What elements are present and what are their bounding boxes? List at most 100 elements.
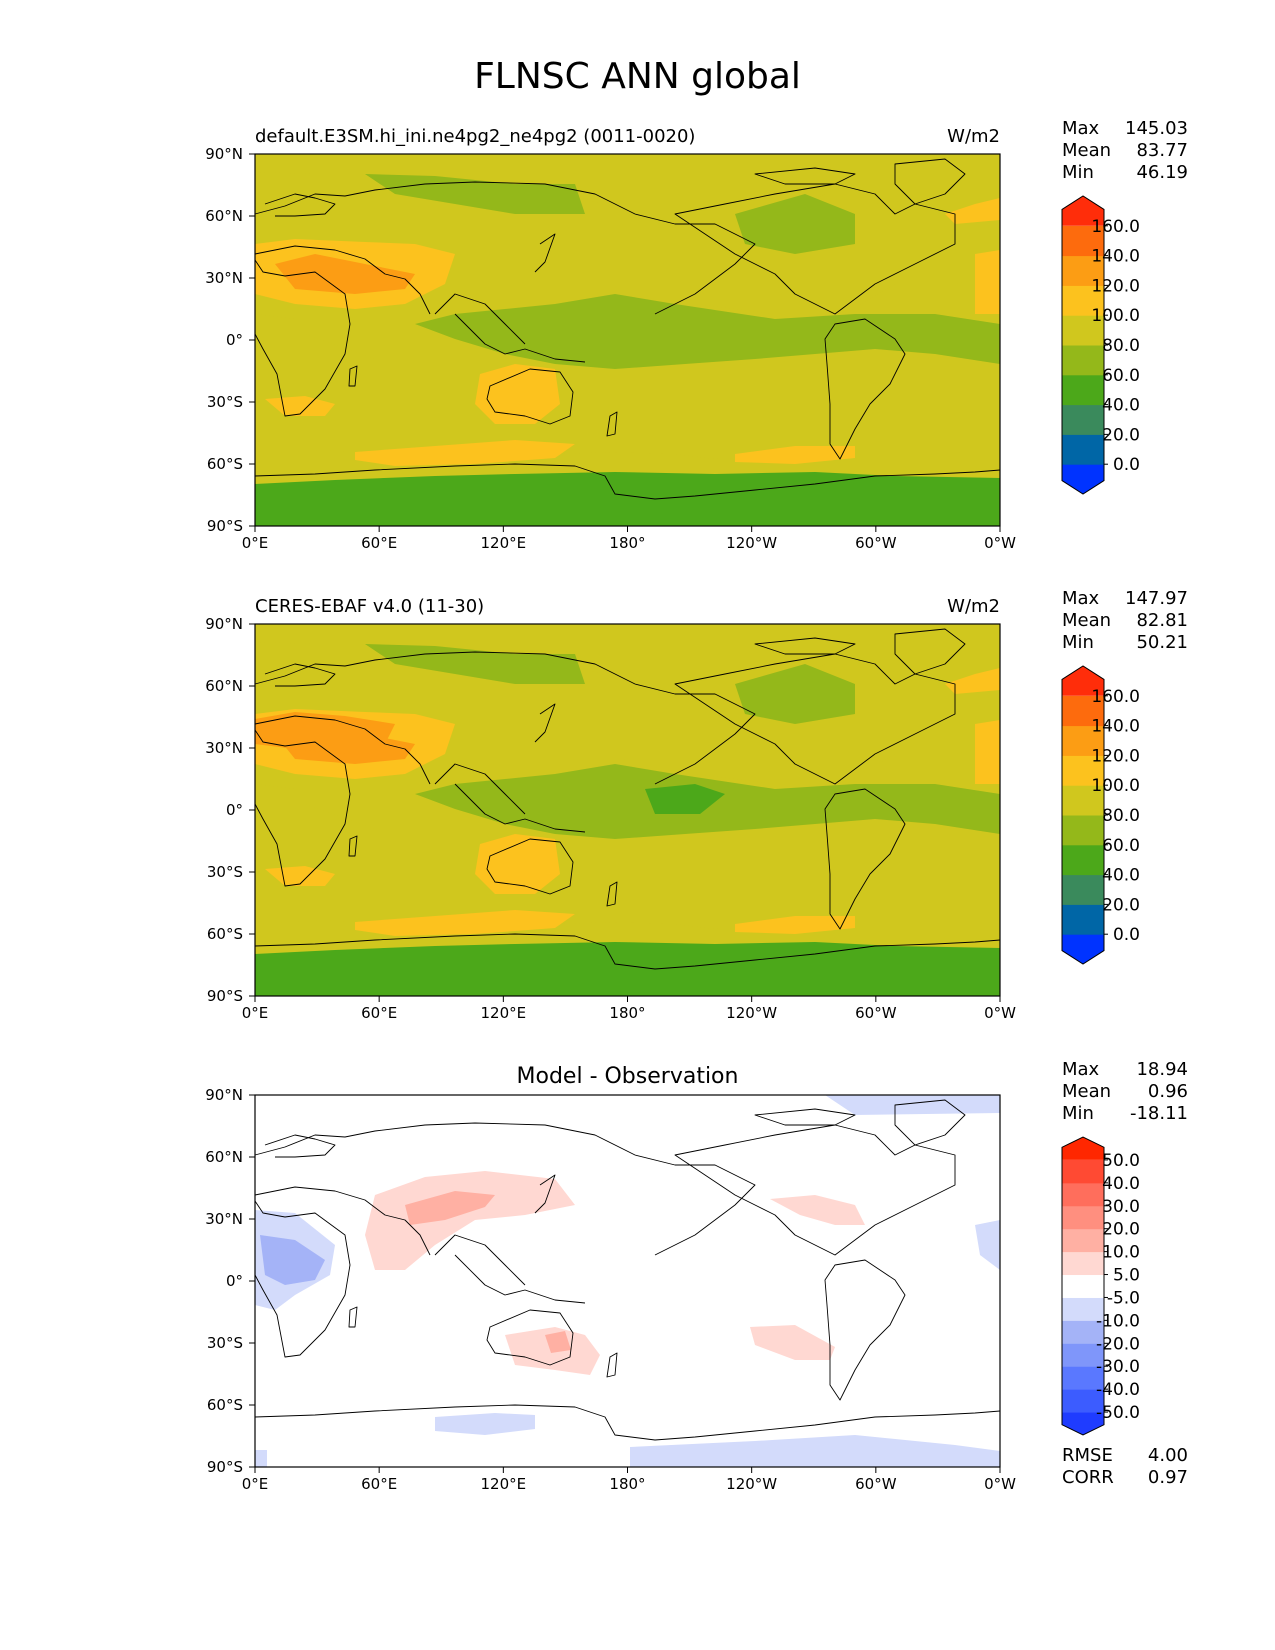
stat-label: Max bbox=[1062, 1059, 1100, 1080]
coastline bbox=[674, 183, 956, 315]
stat-value: 4.00 bbox=[1148, 1445, 1188, 1466]
coastline bbox=[254, 259, 351, 417]
panel-left-title: CERES-EBAF v4.0 (11-30) bbox=[255, 596, 484, 617]
colorbar-segment bbox=[1062, 1274, 1104, 1298]
field-australia bbox=[475, 834, 560, 894]
field-nam-pos bbox=[770, 1195, 865, 1225]
colorbar-outline bbox=[1061, 665, 1105, 965]
field-so-neg2 bbox=[630, 1435, 1000, 1467]
stat-value: 46.19 bbox=[1136, 162, 1188, 183]
field-so-belt2 bbox=[735, 446, 855, 464]
field-tropics bbox=[415, 294, 1000, 369]
x-tick-label: 60°E bbox=[361, 1475, 397, 1493]
colorbar-segment bbox=[1062, 464, 1104, 494]
stat-value: 145.03 bbox=[1125, 118, 1188, 139]
panel-reference: 0°E 60°E 120°E 180° 120°W 60°W 0°W 90°N 60°N 30°N… bbox=[205, 588, 1188, 1022]
y-tick-label: 60°N bbox=[205, 677, 243, 695]
colorbar-label: 120.0 bbox=[1091, 276, 1140, 296]
panel-units: W/m2 bbox=[947, 126, 1000, 147]
stat-label: Mean bbox=[1062, 1081, 1111, 1102]
field-arctic-neg bbox=[825, 1095, 1000, 1115]
figure-title: FLNSC ANN global bbox=[474, 56, 801, 97]
field-s-band bbox=[255, 329, 1000, 454]
colorbar-label: 120.0 bbox=[1091, 746, 1140, 766]
colorbar-label: 5.0 bbox=[1113, 1266, 1140, 1286]
coastline bbox=[348, 835, 358, 857]
coastline bbox=[894, 1099, 966, 1146]
x-tick-label: 120°E bbox=[481, 1004, 527, 1022]
y-tick-label: 30°N bbox=[205, 1210, 243, 1228]
panel-units: W/m2 bbox=[947, 596, 1000, 617]
coastline bbox=[434, 1234, 526, 1286]
coastline bbox=[824, 318, 906, 460]
colorbar-segment bbox=[1062, 1389, 1104, 1413]
field-aus-core bbox=[545, 1331, 571, 1353]
colorbar-segment bbox=[1062, 434, 1104, 465]
colorbar-segment bbox=[1062, 225, 1104, 257]
field-npac-green bbox=[735, 194, 855, 254]
colorbar-segment bbox=[1062, 1137, 1104, 1160]
stat-value: -18.11 bbox=[1130, 1103, 1188, 1124]
colorbar-label: 30.0 bbox=[1102, 1197, 1140, 1217]
colorbar-segment bbox=[1062, 404, 1104, 435]
coastline bbox=[754, 637, 856, 655]
field-antarctic bbox=[255, 472, 1000, 526]
y-tick-label: 90°N bbox=[205, 145, 243, 163]
colorbar-segment bbox=[1062, 844, 1104, 876]
stat-label: Mean bbox=[1062, 140, 1111, 161]
colorbar-label: 100.0 bbox=[1091, 306, 1140, 326]
field-so-belt1 bbox=[355, 440, 575, 466]
panel-test: 0°E 60°E 120°E 180° 120°W 60°W 0°W 90°N 60°N 30°N… bbox=[205, 118, 1188, 552]
colorbar-segment bbox=[1062, 815, 1104, 846]
colorbar-label: 80.0 bbox=[1102, 806, 1140, 826]
panel-left-title: default.E3SM.hi_ini.ne4pg2_ne4pg2 (0011-… bbox=[255, 126, 695, 147]
field-s-band bbox=[255, 799, 1000, 924]
x-tick-label: 120°W bbox=[726, 534, 777, 552]
coastline bbox=[264, 1134, 336, 1158]
coastline bbox=[674, 653, 956, 785]
colorbar-label: 60.0 bbox=[1102, 836, 1140, 856]
x-tick-label: 180° bbox=[609, 1475, 645, 1493]
field-sahara-core bbox=[275, 254, 415, 294]
coastline bbox=[606, 881, 618, 907]
coastline bbox=[486, 1309, 574, 1366]
colorbar-label: 60.0 bbox=[1102, 366, 1140, 386]
x-tick-label: 0°W bbox=[984, 534, 1016, 552]
colorbar-segment bbox=[1062, 666, 1104, 696]
stat-label: Min bbox=[1062, 632, 1094, 653]
colorbar-segment bbox=[1062, 374, 1104, 406]
stat-value: 50.21 bbox=[1136, 632, 1188, 653]
colorbar-segment bbox=[1062, 904, 1104, 935]
y-tick-label: 90°S bbox=[207, 517, 243, 535]
field-australia bbox=[475, 364, 560, 424]
coastline bbox=[264, 193, 336, 217]
coastline bbox=[254, 729, 351, 887]
y-tick-label: 90°S bbox=[207, 1458, 243, 1476]
field-epac-green bbox=[645, 784, 725, 814]
stat-label: Min bbox=[1062, 162, 1094, 183]
coastline bbox=[254, 715, 431, 785]
coastline bbox=[434, 293, 526, 345]
coastline bbox=[454, 783, 586, 833]
colorbar-segment bbox=[1062, 1182, 1104, 1207]
colorbar-segment bbox=[1062, 785, 1104, 816]
colorbar-label: -30.0 bbox=[1096, 1357, 1140, 1377]
colorbar-label: 100.0 bbox=[1091, 776, 1140, 796]
field-wafrica bbox=[975, 250, 1000, 314]
x-tick-label: 60°E bbox=[361, 534, 397, 552]
coastline bbox=[824, 788, 906, 930]
y-tick-label: 90°N bbox=[205, 615, 243, 633]
colorbar-label: 10.0 bbox=[1102, 1243, 1140, 1263]
colorbar-segment bbox=[1062, 255, 1104, 286]
coastline bbox=[534, 703, 556, 743]
colorbar-segment bbox=[1062, 1251, 1104, 1276]
colorbar-segment bbox=[1062, 345, 1104, 376]
field-natl bbox=[945, 198, 1000, 224]
coastline bbox=[534, 233, 556, 273]
y-tick-label: 60°S bbox=[207, 1396, 243, 1414]
coastline bbox=[434, 763, 526, 815]
x-tick-label: 0°E bbox=[242, 534, 269, 552]
colorbar-label: 50.0 bbox=[1102, 1151, 1140, 1171]
colorbar-label: 40.0 bbox=[1102, 866, 1140, 886]
